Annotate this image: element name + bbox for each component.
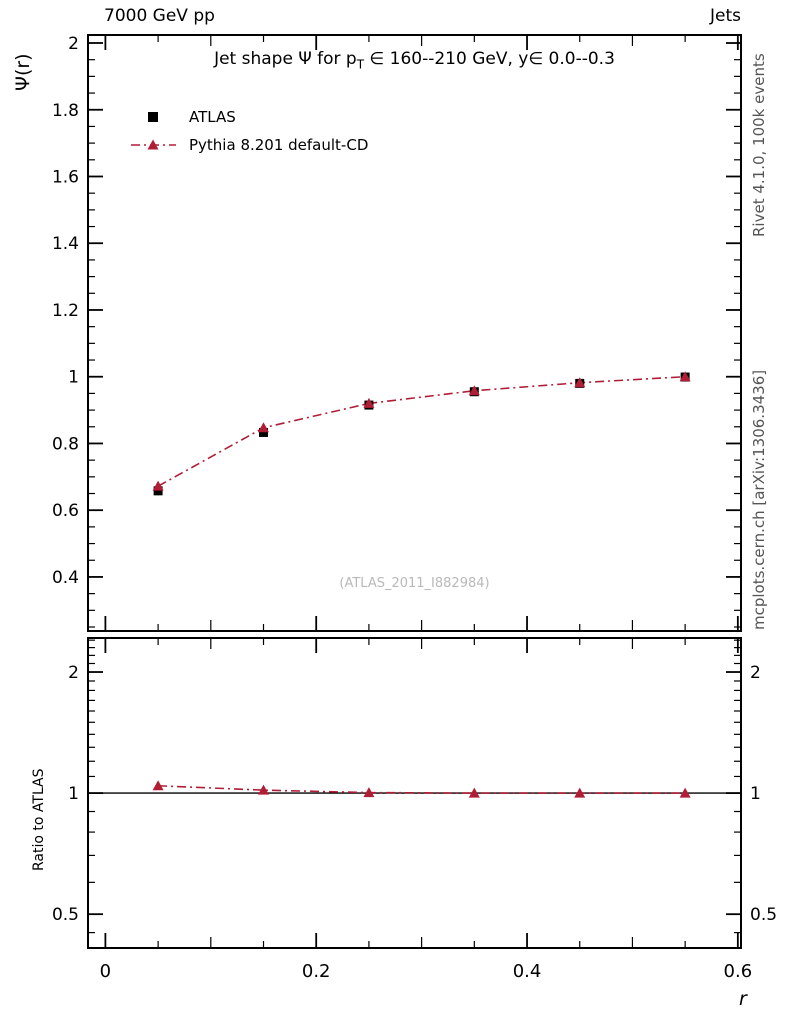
generator-version-caption: Rivet 4.1.0, 100k events	[750, 53, 768, 237]
legend-label-atlas: ATLAS	[189, 108, 236, 126]
svg-text:1: 1	[68, 368, 79, 388]
beam-energy-label: 7000 GeV pp	[104, 6, 215, 26]
plot-title-post: ∈ 160--210 GeV, y∈ 0.0--0.3	[364, 49, 615, 69]
pythia-series-points	[152, 371, 691, 491]
x-axis-ticks	[104, 36, 739, 947]
pythia-series-line	[157, 375, 686, 490]
svg-text:1.8: 1.8	[52, 101, 79, 121]
x-axis-label: r	[739, 988, 747, 1010]
plot-title-subscript: T	[356, 57, 365, 72]
svg-text:2: 2	[68, 663, 79, 683]
svg-text:0.4: 0.4	[52, 568, 79, 588]
analysis-group-label: Jets	[710, 6, 741, 26]
svg-text:0.5: 0.5	[52, 905, 79, 925]
svg-text:0.2: 0.2	[302, 961, 331, 982]
y-axis-label: Ψ(r)	[12, 53, 34, 91]
ratio-content	[88, 780, 741, 798]
analysis-id-watermark: (ATLAS_2011_I882984)	[339, 576, 490, 591]
svg-text:0.4: 0.4	[513, 961, 542, 982]
svg-text:0.5: 0.5	[750, 905, 777, 925]
svg-text:2: 2	[68, 34, 79, 54]
svg-text:0: 0	[100, 961, 111, 982]
svg-text:1: 1	[68, 784, 79, 804]
plot-title-pre: Jet shape Ψ for p	[214, 49, 357, 69]
legend-label-pythia: Pythia 8.201 default-CD	[189, 136, 369, 154]
atlas-series-points	[153, 372, 690, 496]
x-axis-tick-labels: 0 0.2 0.4 0.6	[100, 961, 752, 982]
plot-frames	[87, 34, 742, 949]
svg-text:1.6: 1.6	[52, 167, 79, 187]
plot-title: Jet shape Ψ for pT ∈ 160--210 GeV, y∈ 0.…	[88, 49, 741, 72]
svg-text:0.8: 0.8	[52, 434, 79, 454]
main-y-tick-labels: 0.4 0.6 0.8 1 1.2 1.4 1.6 1.8 2	[52, 34, 79, 588]
svg-text:0.6: 0.6	[724, 961, 753, 982]
legend-markers	[131, 112, 176, 150]
svg-text:1: 1	[750, 784, 761, 804]
mcplots-arxiv-caption: mcplots.cern.ch [arXiv:1306.3436]	[750, 369, 768, 630]
ratio-y-ticks	[89, 639, 740, 934]
svg-text:2: 2	[750, 663, 761, 683]
svg-text:1.2: 1.2	[52, 301, 79, 321]
main-y-ticks	[89, 42, 740, 628]
svg-text:1.4: 1.4	[52, 234, 79, 254]
ratio-axis-label: Ratio to ATLAS	[31, 768, 47, 871]
ratio-y-tick-labels: 0.5 0.5 1 1 2 2	[52, 663, 777, 925]
svg-text:0.6: 0.6	[52, 501, 79, 521]
